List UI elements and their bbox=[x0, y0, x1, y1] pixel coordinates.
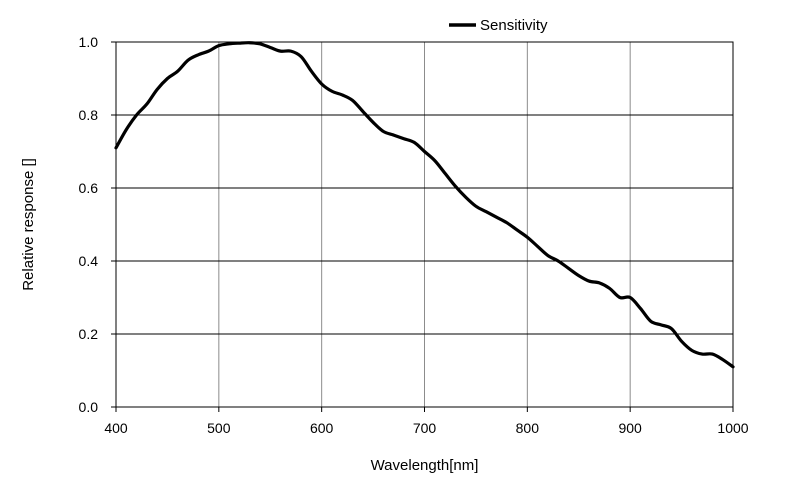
x-tick-label: 400 bbox=[104, 420, 128, 436]
x-tick-label: 1000 bbox=[717, 420, 748, 436]
x-axis-title: Wavelength[nm] bbox=[371, 457, 479, 474]
axis-ticks: 400 500 600 700 800 900 1000 0.0 0.2 0.4 0.6 0.8 1.0 bbox=[79, 34, 749, 436]
x-tick-label: 700 bbox=[413, 420, 437, 436]
x-tick-label: 600 bbox=[310, 420, 334, 436]
y-tick-label: 0.8 bbox=[79, 107, 99, 123]
y-axis-title: Relative response [] bbox=[20, 158, 37, 291]
y-tick-label: 0.2 bbox=[79, 326, 99, 342]
series-line-sensitivity bbox=[114, 41, 735, 369]
legend-label-sensitivity: Sensitivity bbox=[480, 17, 548, 34]
x-tick-label: 800 bbox=[516, 420, 540, 436]
y-tick-label: 0.4 bbox=[79, 253, 99, 269]
x-tick-label: 900 bbox=[618, 420, 642, 436]
series-layer bbox=[114, 41, 735, 369]
legend: Sensitivity bbox=[449, 17, 548, 34]
y-tick-label: 0.0 bbox=[79, 399, 99, 415]
grid bbox=[116, 42, 733, 407]
x-tick-label: 500 bbox=[207, 420, 231, 436]
y-tick-label: 1.0 bbox=[79, 34, 99, 50]
y-tick-label: 0.6 bbox=[79, 180, 99, 196]
